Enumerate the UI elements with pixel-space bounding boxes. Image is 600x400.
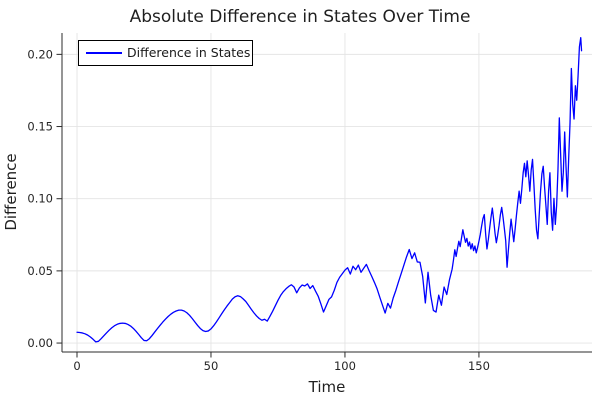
- y-tick-label: 0.20: [27, 47, 53, 61]
- axis-spines: [61, 33, 592, 353]
- difference-line-series: [76, 36, 583, 343]
- y-tick-label: 0.15: [27, 120, 53, 134]
- legend: Difference in States: [78, 40, 253, 66]
- x-tick-label: 50: [204, 359, 219, 373]
- x-axis-label: Time: [308, 378, 346, 396]
- y-tick-label: 0.00: [27, 336, 53, 350]
- x-tick-label: 150: [468, 359, 490, 373]
- x-tick-label: 100: [334, 359, 356, 373]
- legend-label: Difference in States: [127, 45, 250, 60]
- x-tick-label: 0: [73, 359, 80, 373]
- y-tick-label: 0.05: [27, 264, 53, 278]
- y-tick-label: 0.10: [27, 192, 53, 206]
- y-tick-labels: 0.00 0.05 0.10 0.15 0.20: [27, 47, 53, 350]
- chart-title: Absolute Difference in States Over Time: [130, 7, 471, 27]
- tick-marks: [56, 53, 480, 358]
- y-axis-label: Difference: [2, 153, 20, 230]
- x-tick-labels: 0 50 100 150: [73, 359, 490, 373]
